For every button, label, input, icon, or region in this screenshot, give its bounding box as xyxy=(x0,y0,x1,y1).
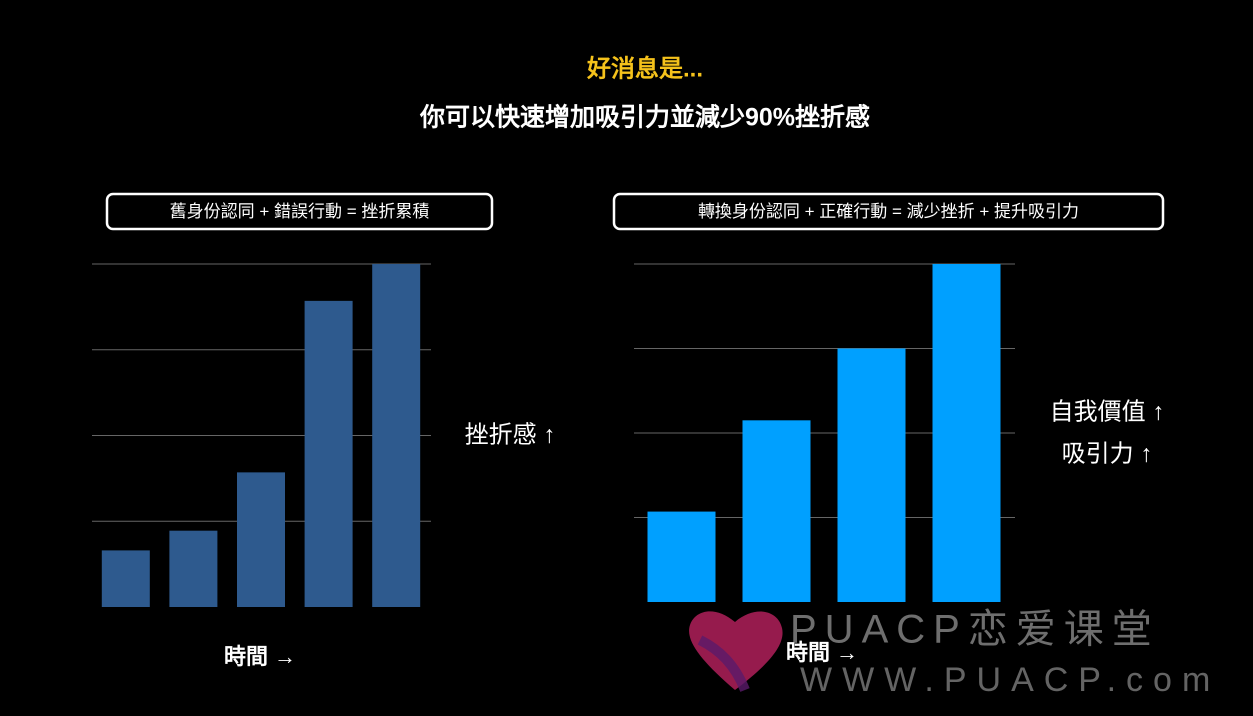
bar xyxy=(169,530,218,607)
bar xyxy=(372,264,421,607)
bar xyxy=(932,264,1001,602)
annotation: 自我價值 ↑ xyxy=(1050,398,1165,425)
watermark-brand: PUACP恋爱课堂 xyxy=(790,608,1160,652)
bar xyxy=(101,550,150,607)
watermark-logo xyxy=(697,635,750,692)
watermark-url: WWW.PUACP.com xyxy=(800,661,1220,699)
annotation: 挫折感 ↑ xyxy=(465,421,556,448)
chart-title-box xyxy=(105,192,494,231)
headline: 好消息是... xyxy=(586,54,703,82)
bar xyxy=(237,472,285,607)
bar xyxy=(742,420,811,602)
x-axis-label: 時間 → xyxy=(786,640,858,665)
chart-title: 轉換身份認同 + 正確行動 = 減少挫折 + 提升吸引力 xyxy=(698,202,1079,221)
subheadline: 你可以快速增加吸引力並減少90%挫折感 xyxy=(419,103,870,132)
watermark-logo xyxy=(689,611,783,690)
chart-title-box xyxy=(612,192,1165,231)
bar xyxy=(647,511,716,602)
bar xyxy=(304,300,353,607)
chart-title: 舊身份認同 + 錯誤行動 = 挫折累積 xyxy=(170,202,430,221)
annotation: 吸引力 ↑ xyxy=(1062,440,1153,467)
watermark: PUACP恋爱课堂 WWW.PUACP.com xyxy=(689,608,1220,699)
x-axis-label: 時間 → xyxy=(224,644,296,669)
bar xyxy=(837,348,906,602)
